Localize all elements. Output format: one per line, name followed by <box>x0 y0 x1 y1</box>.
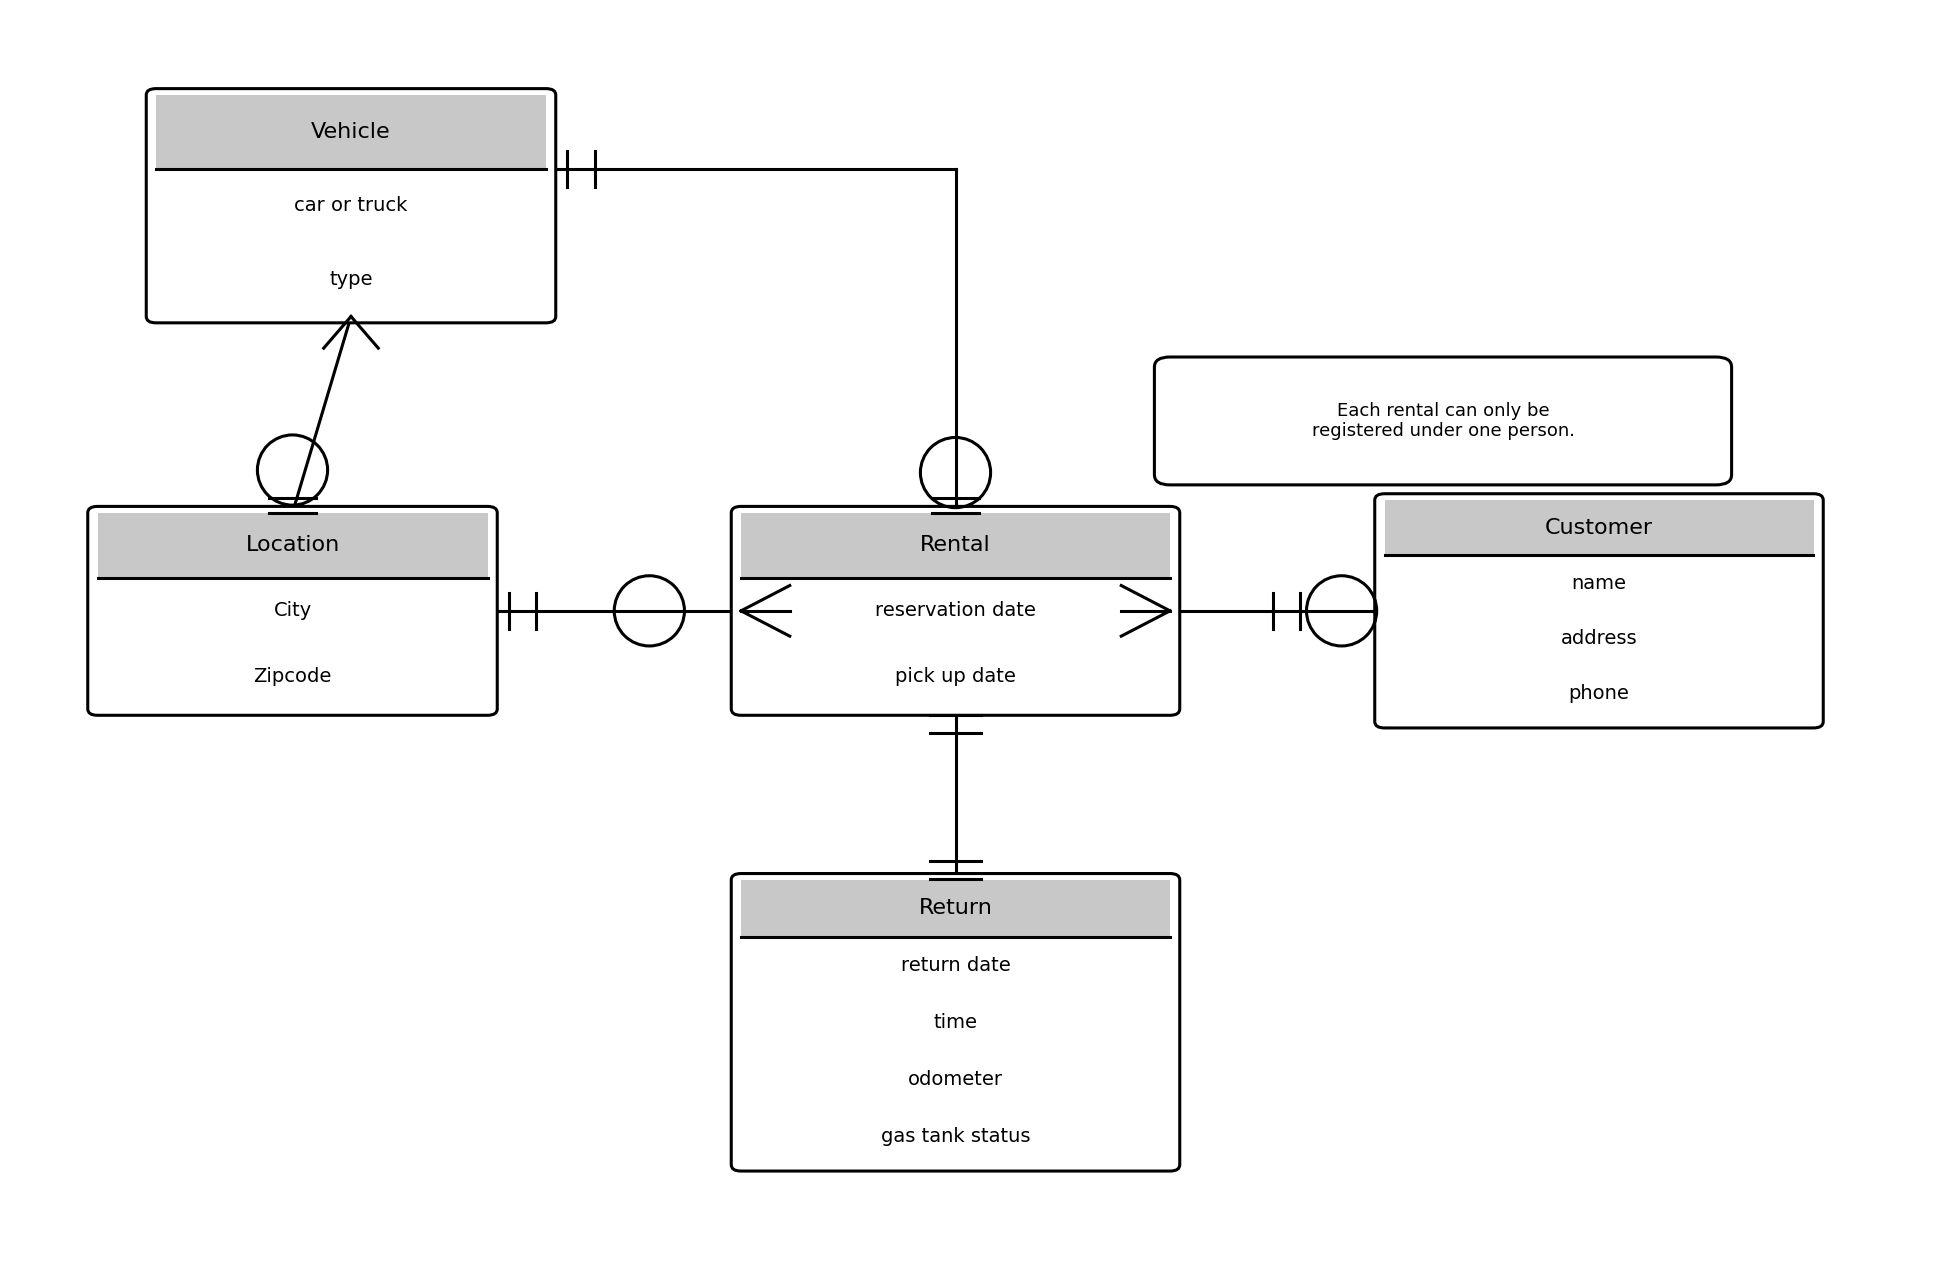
FancyBboxPatch shape <box>1375 494 1823 728</box>
FancyBboxPatch shape <box>731 874 1180 1171</box>
FancyBboxPatch shape <box>1154 357 1732 485</box>
Text: car or truck: car or truck <box>294 196 408 215</box>
Text: Location: Location <box>246 536 339 556</box>
Text: gas tank status: gas tank status <box>881 1127 1030 1146</box>
Text: time: time <box>934 1013 977 1032</box>
Bar <box>741 513 1170 579</box>
Text: return date: return date <box>901 956 1010 975</box>
FancyBboxPatch shape <box>88 506 497 715</box>
Text: Zipcode: Zipcode <box>254 667 332 686</box>
Bar <box>98 513 488 579</box>
Text: Each rental can only be
registered under one person.: Each rental can only be registered under… <box>1312 401 1574 441</box>
Text: Rental: Rental <box>920 536 991 556</box>
Bar <box>1384 500 1814 556</box>
Text: City: City <box>273 601 312 620</box>
Text: reservation date: reservation date <box>876 601 1035 620</box>
FancyBboxPatch shape <box>146 89 556 323</box>
Text: phone: phone <box>1568 685 1630 704</box>
Text: pick up date: pick up date <box>895 667 1016 686</box>
Text: Customer: Customer <box>1544 518 1654 538</box>
Text: address: address <box>1560 629 1638 648</box>
Text: odometer: odometer <box>909 1070 1002 1089</box>
Bar <box>741 880 1170 937</box>
Text: Return: Return <box>918 899 993 918</box>
Text: Vehicle: Vehicle <box>312 122 390 142</box>
Text: type: type <box>330 270 372 289</box>
Bar <box>156 95 546 168</box>
FancyBboxPatch shape <box>731 506 1180 715</box>
Text: name: name <box>1572 573 1626 592</box>
